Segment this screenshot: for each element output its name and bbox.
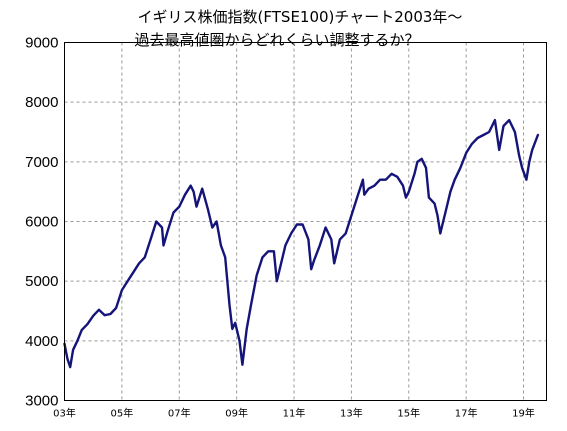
y-tick-label: 4000 xyxy=(25,333,58,350)
x-tick-label: 11年 xyxy=(283,407,306,420)
x-tick-label: 15年 xyxy=(397,407,420,420)
grid-lines xyxy=(64,42,547,401)
x-tick-label: 03年 xyxy=(53,407,76,420)
y-tick-label: 9000 xyxy=(25,35,58,52)
plot-frame xyxy=(64,42,547,401)
y-tick-label: 5000 xyxy=(25,273,58,290)
y-tick-label: 3000 xyxy=(25,393,58,410)
x-tick-label: 13年 xyxy=(340,407,363,420)
series-layer xyxy=(63,118,540,369)
x-tick-label: 05年 xyxy=(111,407,134,420)
chart-title-line-1: イギリス株価指数(FTSE100)チャート2003年～ xyxy=(138,8,463,26)
y-tick-label: 6000 xyxy=(25,214,58,231)
x-tick-label: 17年 xyxy=(455,407,478,420)
y-tick-label: 7000 xyxy=(25,154,58,171)
chart-title-line-2: 過去最高値圏からどれくらい調整するか？ xyxy=(134,31,419,49)
x-tick-label: 09年 xyxy=(225,407,248,420)
x-axis-tick-labels: 03年 05年 07年 09年 11年 13年 15年 17年 19年 xyxy=(53,407,535,420)
y-axis-tick-labels: 3000 4000 5000 6000 7000 8000 9000 xyxy=(25,35,58,410)
x-tick-label: 19年 xyxy=(512,407,535,420)
y-tick-label: 8000 xyxy=(25,94,58,111)
series-line xyxy=(63,118,540,369)
x-tick-label: 07年 xyxy=(168,407,191,420)
